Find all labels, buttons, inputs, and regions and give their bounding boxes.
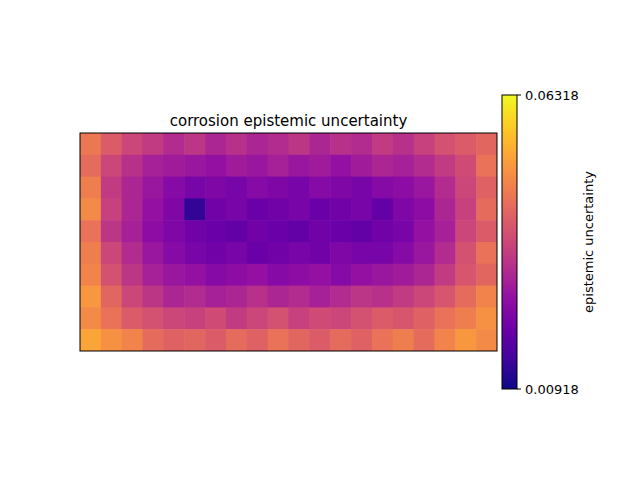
svg-text:0.06318: 0.06318 [525, 88, 579, 103]
svg-text:0.00918: 0.00918 [525, 382, 579, 397]
svg-text:epistemic uncertainty: epistemic uncertainty [581, 171, 596, 313]
svg-text:corrosion epistemic uncertaint: corrosion epistemic uncertainty [170, 112, 408, 130]
